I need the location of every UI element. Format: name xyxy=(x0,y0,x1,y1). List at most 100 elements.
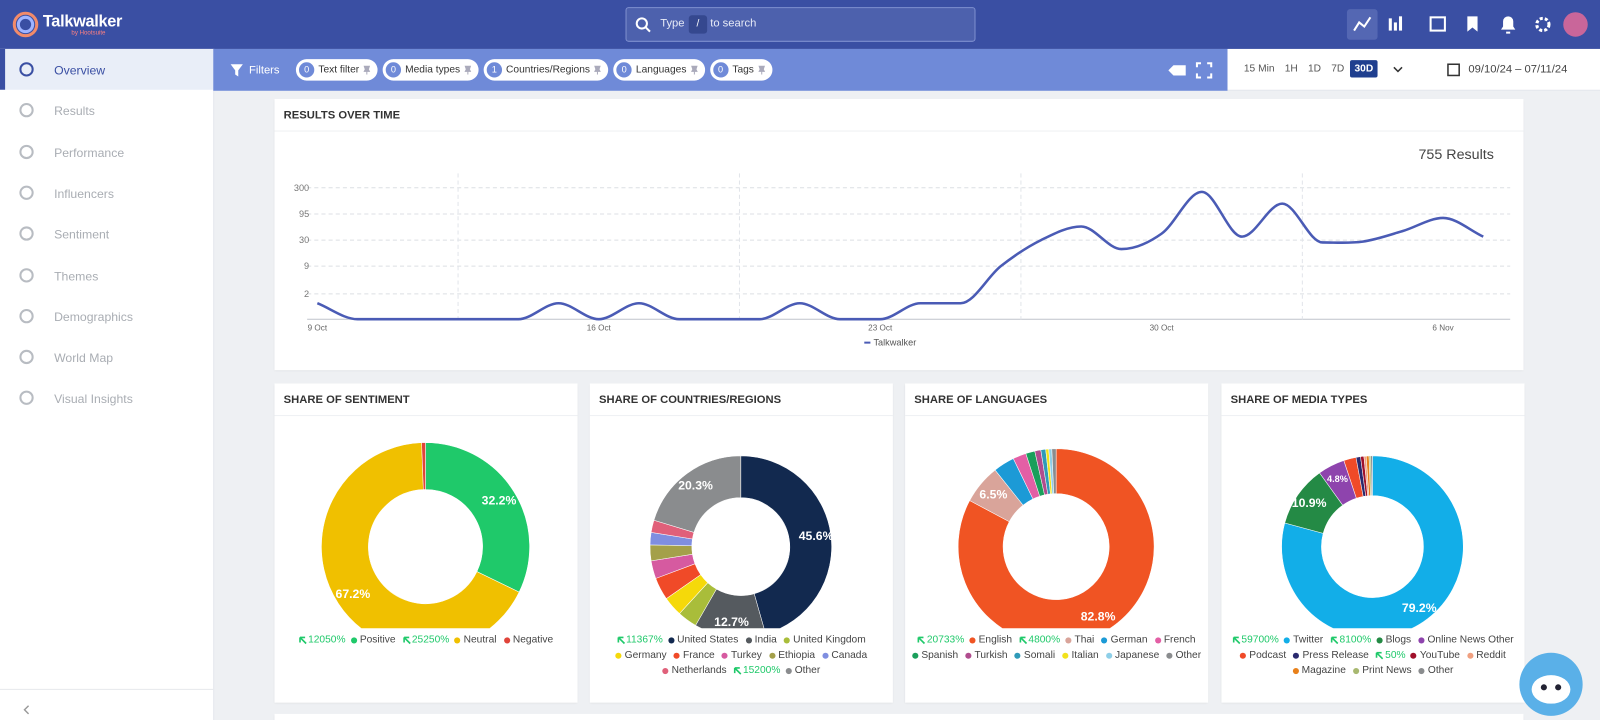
donut-slice[interactable] xyxy=(1051,448,1057,494)
legend-item[interactable]: 25250% Neutral xyxy=(402,633,497,647)
legend-item[interactable]: 11367% United States xyxy=(617,633,738,647)
date-range[interactable]: 09/10/24 – 07/11/24 xyxy=(1468,63,1568,76)
legend-item[interactable]: Somali xyxy=(1014,649,1055,663)
filter-chip[interactable]: 0 Languages xyxy=(613,59,705,81)
clear-icon[interactable] xyxy=(1168,65,1186,76)
legend-item[interactable]: French xyxy=(1154,633,1196,647)
donut-slice[interactable] xyxy=(1281,455,1464,629)
legend-item[interactable]: Other xyxy=(1418,664,1453,678)
chip-count: 0 xyxy=(298,62,315,78)
time-range-option[interactable]: 30D xyxy=(1350,60,1378,78)
legend-item[interactable]: France xyxy=(673,649,715,663)
legend-item[interactable]: 4800% Thai xyxy=(1019,633,1094,647)
legend-item[interactable]: United Kingdom xyxy=(783,633,866,647)
filters-button[interactable]: Filters xyxy=(248,64,280,77)
legend-item[interactable]: Turkish xyxy=(965,649,1008,663)
time-range-option[interactable]: 15 Min xyxy=(1243,63,1275,75)
legend-item[interactable]: Podcast xyxy=(1240,649,1286,663)
nav-item[interactable]: Results xyxy=(0,90,213,131)
legend-item[interactable]: Germany xyxy=(615,649,667,663)
nav-item[interactable]: Performance xyxy=(0,131,213,172)
legend-item[interactable]: 59700% Twitter xyxy=(1232,633,1323,647)
search-box[interactable]: Type / to search xyxy=(625,7,976,42)
avatar[interactable] xyxy=(1563,12,1588,37)
legend-item[interactable]: Japanese xyxy=(1105,649,1159,663)
filter-chip[interactable]: 0 Text filter xyxy=(295,59,378,81)
bars-icon[interactable] xyxy=(1388,16,1403,31)
donut-slice[interactable] xyxy=(321,442,520,629)
donut-slice[interactable] xyxy=(1370,455,1373,496)
fullscreen-icon[interactable] xyxy=(1195,62,1213,79)
legend-item[interactable]: Other xyxy=(1166,649,1201,663)
dropdown-icon[interactable] xyxy=(1393,66,1403,73)
legend-item[interactable]: Reddit xyxy=(1467,649,1506,663)
legend-label: French xyxy=(1163,634,1196,646)
legend-label: India xyxy=(754,634,777,646)
legend-item[interactable]: Spanish xyxy=(912,649,958,663)
panel: SHARE OF COUNTRIES/REGIONS 45.6% 12.7% 20.3… xyxy=(589,383,893,703)
pin-icon[interactable] xyxy=(464,65,472,75)
legend-item[interactable]: Turkey xyxy=(721,649,762,663)
collapse-button[interactable] xyxy=(23,705,30,715)
legend-item[interactable]: 8100% Blogs xyxy=(1330,633,1411,647)
filter-chip[interactable]: 0 Media types xyxy=(382,59,479,81)
grid-icon[interactable] xyxy=(1429,16,1446,32)
donut-slice[interactable] xyxy=(740,455,832,629)
nav-item[interactable]: Demographics xyxy=(0,296,213,337)
time-range-option[interactable]: 7D xyxy=(1331,63,1345,75)
chat-bot[interactable] xyxy=(1517,651,1584,718)
icon-part xyxy=(1388,18,1392,31)
legend-item[interactable]: India xyxy=(745,633,777,647)
panel-title: SHARE OF SENTIMENT xyxy=(283,393,410,406)
icon-part xyxy=(1398,16,1403,31)
donut-slice[interactable] xyxy=(957,448,1155,629)
legend-item[interactable]: Italian xyxy=(1062,649,1099,663)
bell-icon[interactable] xyxy=(1501,16,1516,34)
filter-chip[interactable]: 0 Tags xyxy=(709,59,773,81)
legend-item[interactable]: Canada xyxy=(822,649,867,663)
bookmark-icon[interactable] xyxy=(1467,16,1478,32)
trend-arrow xyxy=(402,636,411,645)
legend-item[interactable]: Negative xyxy=(503,633,553,647)
legend-dot xyxy=(454,637,461,644)
legend-item[interactable]: 12050% Positive xyxy=(299,633,396,647)
legend-label: Online News Other xyxy=(1427,634,1514,646)
pin-icon[interactable] xyxy=(363,65,371,75)
donut-slice[interactable] xyxy=(421,442,426,490)
nav-item[interactable]: World Map xyxy=(0,337,213,378)
donut-slice[interactable] xyxy=(653,455,742,533)
trend-arrow xyxy=(917,636,926,645)
donut-slice[interactable] xyxy=(425,442,530,593)
legend-item[interactable]: Online News Other xyxy=(1418,633,1514,647)
filter-chip[interactable]: 1 Countries/Regions xyxy=(483,59,609,81)
pin-icon[interactable] xyxy=(690,65,698,75)
legend-item[interactable]: German xyxy=(1101,633,1147,647)
trend-icon[interactable] xyxy=(1353,16,1372,32)
legend-label: YouTube xyxy=(1419,649,1460,661)
legend-item[interactable]: Ethiopia xyxy=(769,649,815,663)
brand[interactable]: Talkwalker xyxy=(42,13,123,31)
panel-header: SHARE OF LANGUAGES xyxy=(905,383,1209,417)
settings-icon[interactable] xyxy=(1535,16,1551,33)
calendar-icon[interactable] xyxy=(1447,63,1460,77)
icon-part xyxy=(19,144,34,159)
pin-icon[interactable] xyxy=(594,65,602,75)
legend-item[interactable]: 50% YouTube xyxy=(1376,649,1460,663)
time-range-option[interactable]: 1H xyxy=(1284,63,1298,75)
legend-item[interactable]: 15200% Other xyxy=(733,664,820,678)
pin-icon[interactable] xyxy=(758,65,765,75)
legend-item[interactable]: Magazine xyxy=(1292,664,1346,678)
nav-item[interactable]: Overview xyxy=(0,48,214,90)
legend-item[interactable]: Print News xyxy=(1353,664,1412,678)
logo[interactable] xyxy=(12,11,39,38)
nav-item[interactable]: Sentiment xyxy=(0,213,213,254)
nav-item[interactable]: Visual Insights xyxy=(0,378,213,419)
legend: 12050% Positive 25250% Neutral Negative xyxy=(281,633,572,647)
legend-dot xyxy=(1283,637,1291,644)
legend-item[interactable]: 20733% English xyxy=(917,633,1012,647)
nav-item[interactable]: Themes xyxy=(0,254,213,295)
time-range-option[interactable]: 1D xyxy=(1307,63,1322,75)
nav-item[interactable]: Influencers xyxy=(0,172,213,213)
legend-item[interactable]: Press Release xyxy=(1293,649,1369,663)
legend-item[interactable]: Netherlands xyxy=(662,664,727,678)
